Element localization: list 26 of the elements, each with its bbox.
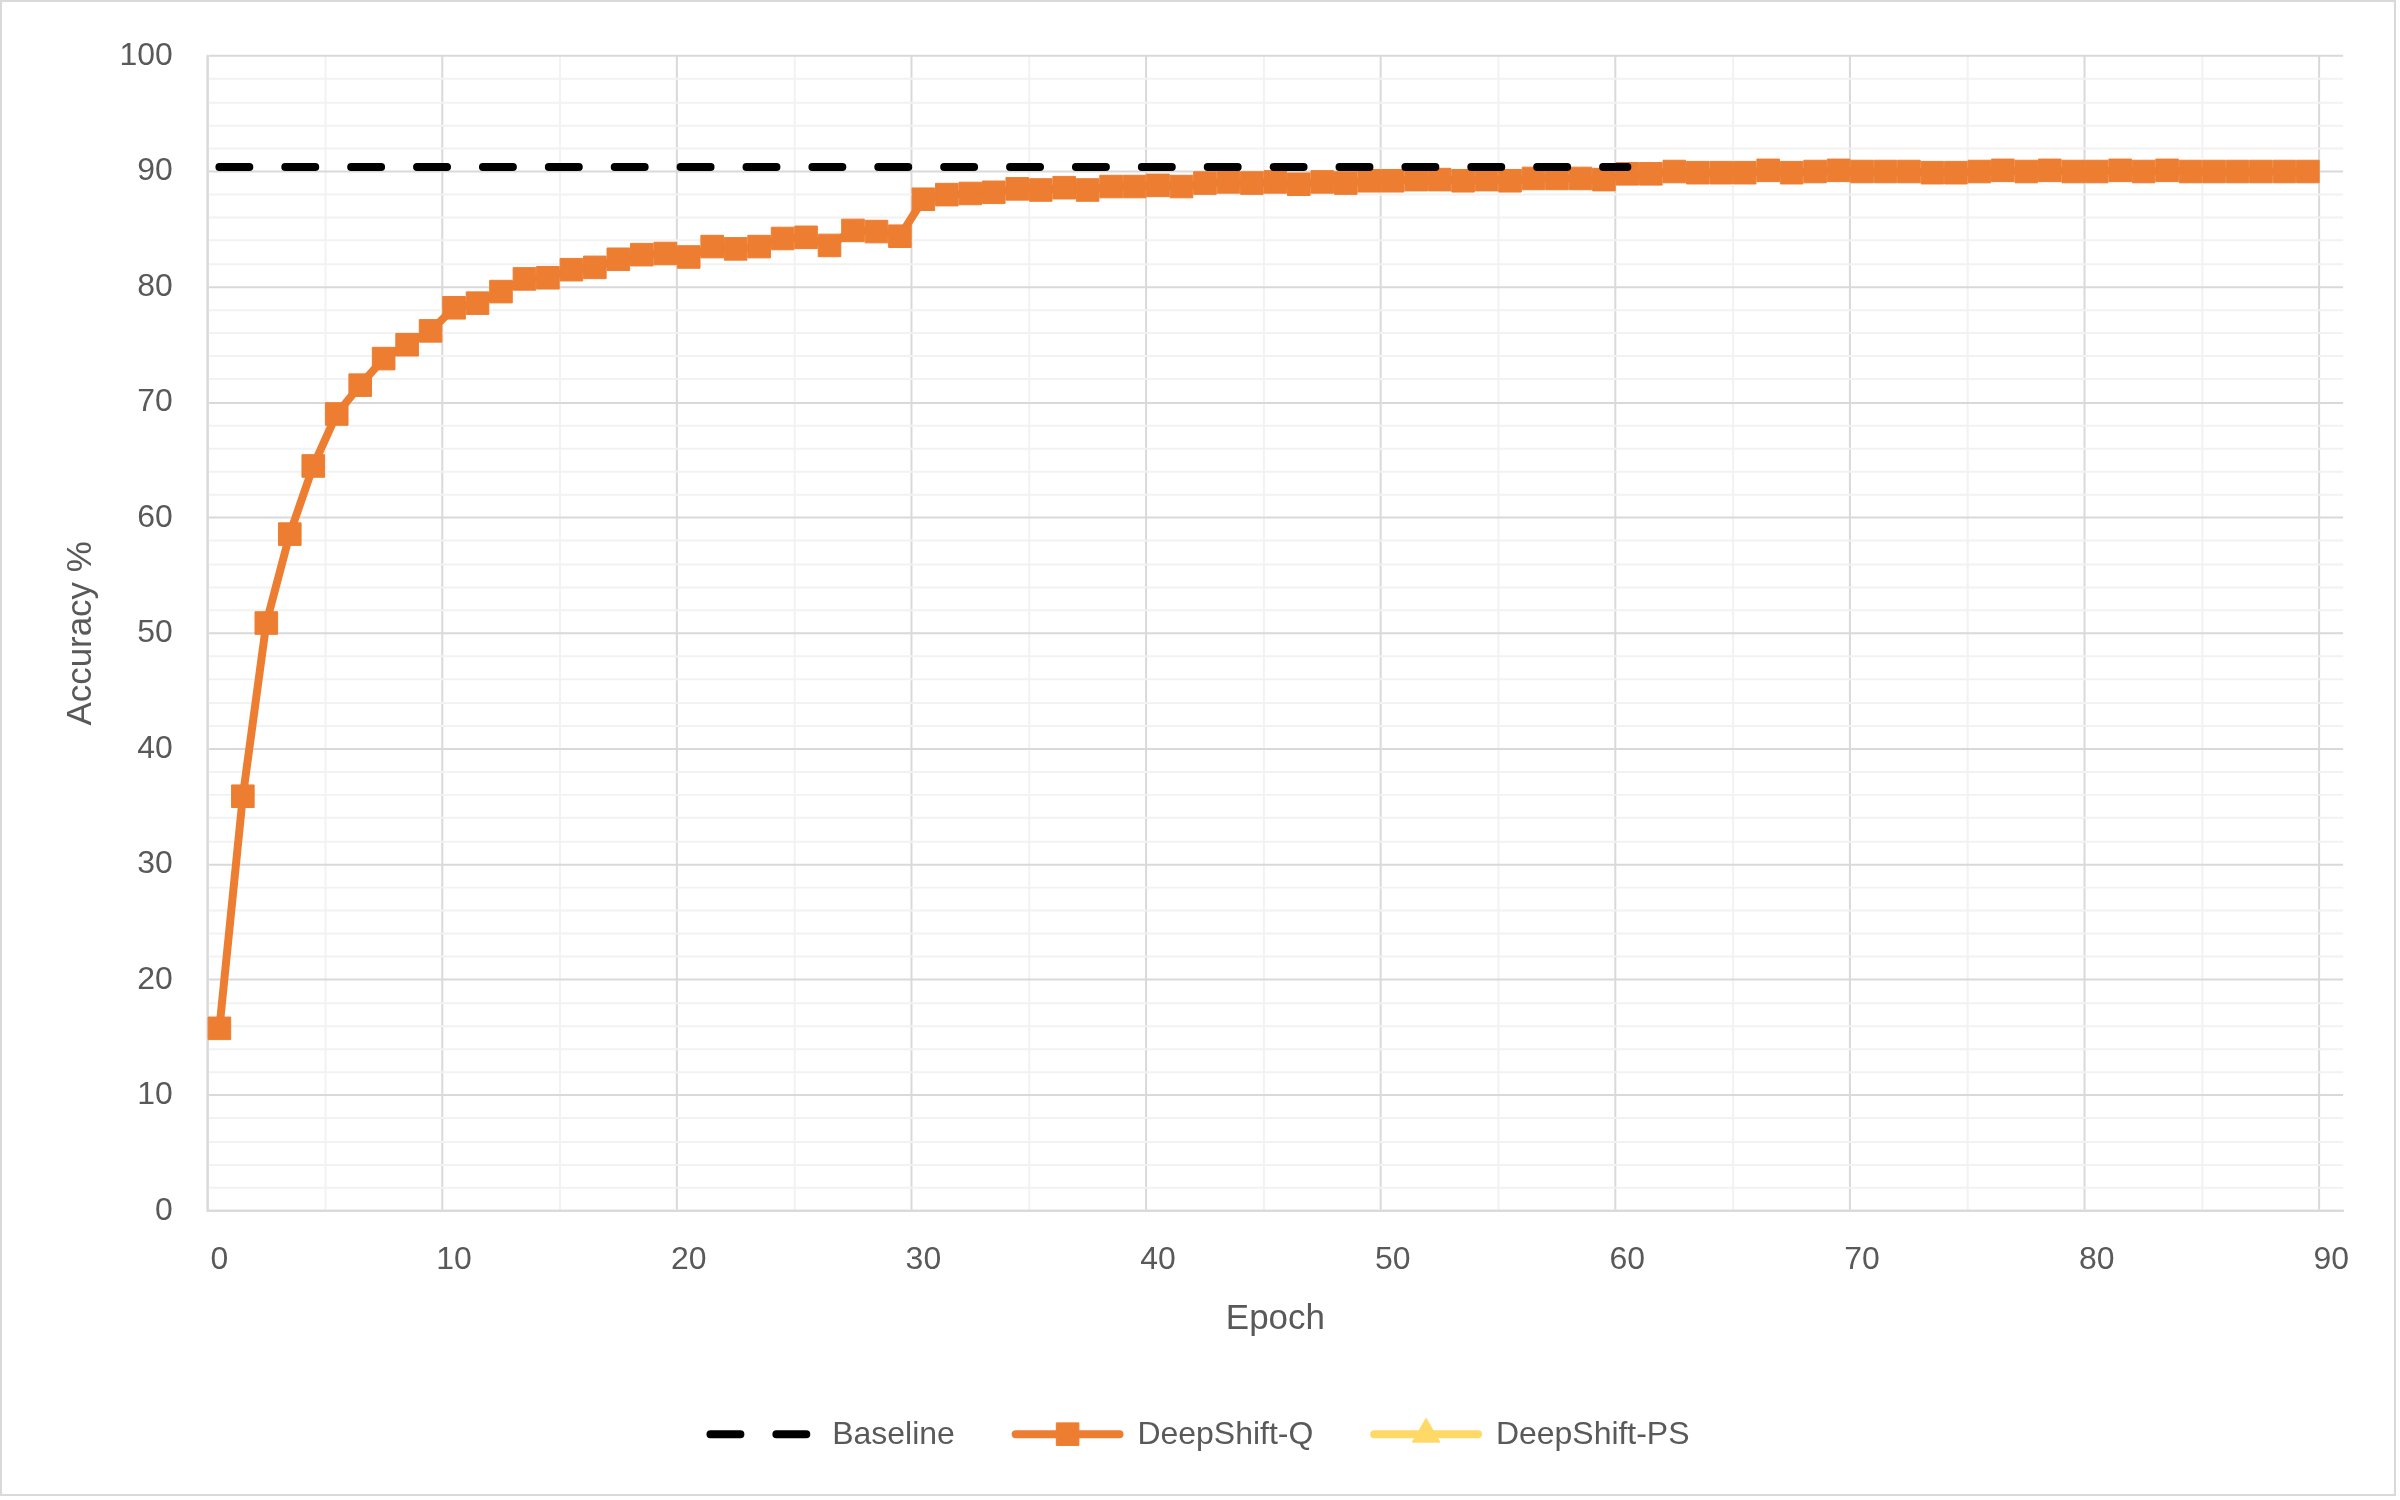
y-tick-label: 0 [154, 1190, 173, 1227]
y-tick-label: 20 [137, 959, 173, 996]
x-tick-label: 10 [436, 1239, 472, 1276]
y-tick-label: 100 [119, 35, 173, 72]
x-axis-title: Epoch [1225, 1297, 1325, 1337]
y-tick-label: 40 [137, 728, 173, 765]
x-tick-label: 60 [1609, 1239, 1646, 1276]
x-tick-label: 30 [905, 1239, 942, 1276]
x-tick-label: 20 [670, 1239, 707, 1276]
x-tick-label: 90 [2313, 1239, 2350, 1276]
x-tick-label: 0 [210, 1239, 229, 1276]
y-tick-label: 50 [137, 613, 173, 650]
legend-label: DeepShift-Q [1137, 1414, 1314, 1451]
legend-label: DeepShift-PS [1495, 1414, 1690, 1451]
y-tick-label: 30 [137, 844, 173, 881]
x-tick-label: 80 [2078, 1239, 2115, 1276]
y-tick-label: 80 [137, 266, 173, 303]
x-tick-label: 70 [1844, 1239, 1880, 1276]
y-tick-label: 60 [137, 497, 173, 534]
legend-label: Baseline [832, 1414, 955, 1451]
y-tick-label: 70 [137, 382, 173, 419]
y-tick-label: 10 [137, 1075, 173, 1112]
y-tick-label: 90 [137, 151, 173, 188]
y-axis-title: Accuracy % [58, 541, 98, 726]
x-tick-label: 40 [1140, 1239, 1176, 1276]
x-tick-label: 50 [1374, 1239, 1411, 1276]
